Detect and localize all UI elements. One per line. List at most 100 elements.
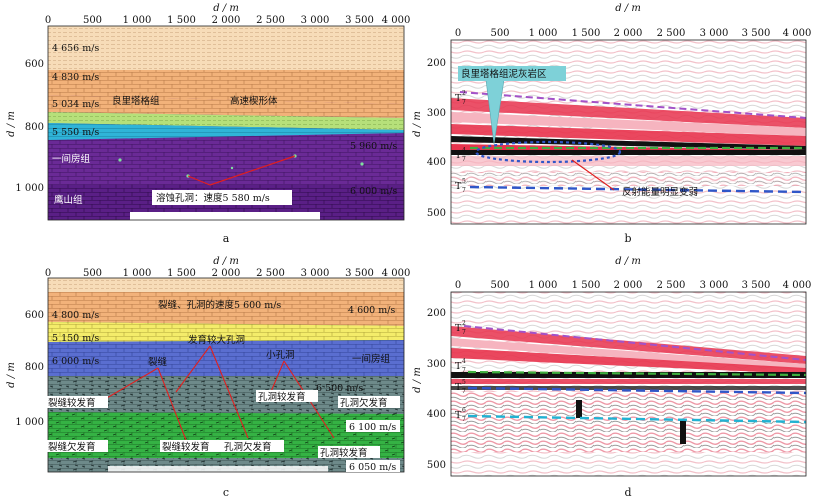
b-ytick-200: 200 [427,58,446,69]
b-ytick-500: 500 [427,208,446,219]
b-horizon-t72 [459,91,806,119]
a-layer-cyan [48,123,404,140]
a-v4: 5 550 m/s [52,127,99,138]
svg-text:5: 5 [462,178,466,185]
a-karst-pointers [187,155,296,186]
a-xtick-2500: 2 500 [256,15,285,26]
a-v1: 4 656 m/s [52,43,99,54]
b-note-pointer [571,159,615,191]
b-xtick-2500: 2 500 [657,28,686,39]
c-bottom-bar [108,466,328,472]
d-xtick-1000: 1 000 [529,280,558,291]
svg-text:7: 7 [462,416,466,423]
a-v2: 4 830 m/s [52,72,99,83]
b-label-t74: T 7 4 [455,147,466,163]
svg-text:4: 4 [462,147,466,154]
c-frac-dev2-bg [160,440,222,452]
b-xtick-1500: 1 500 [572,28,601,39]
panel-a-model [48,26,404,220]
a-xtick-1000: 1 000 [123,15,152,26]
d-red-band-1 [451,326,806,364]
d-xtick-500: 500 [490,280,509,291]
c-layer-4800 [48,292,404,326]
d-xtick-3500: 3 500 [742,280,771,291]
panel-d-x-unit: d / m [615,256,641,267]
c-frac-undev: 裂缝欠发育 [48,441,96,453]
panel-d-seismic [451,292,806,476]
svg-text:2: 2 [462,320,466,327]
d-anomaly-2 [680,420,686,444]
panel-b: d / m 0 500 1 000 1 500 2 000 2 500 3 00… [412,3,811,245]
a-bottom-bar [130,212,320,220]
c-cave-undev-bg [338,396,400,408]
d-noise-2 [451,392,806,452]
b-callout: 良里塔格组泥灰岩区 [461,68,547,80]
svg-text:7: 7 [462,99,466,106]
d-xtick-0: 0 [455,280,461,291]
c-layer-6000 [48,340,404,376]
a-layer-5034 [48,95,404,118]
c-v-top-note: 裂缝、孔洞的速度5 600 m/s [158,299,281,311]
b-pink-band-1 [451,112,806,136]
c-yijianfang: 一间房组 [352,353,391,365]
b-noise-2 [451,172,806,186]
a-xtick-3000: 3 000 [301,15,330,26]
b-dotted-zone [474,140,622,164]
c-xtick-1000: 1 000 [123,268,152,279]
caption-b: b [624,232,631,245]
c-v2: 5 150 m/s [52,333,99,344]
d-xtick-1500: 1 500 [572,280,601,291]
c-cave-dev: 孔洞较发育 [258,391,306,403]
c-ytick-1000: 1 000 [15,417,44,428]
a-yingshan: 鹰山组 [54,194,83,206]
c-frac-undev-bg [46,440,108,452]
c-xtick-2500: 2 500 [256,268,285,279]
d-ytick-400: 400 [427,409,446,420]
c-frac-dev: 裂缝较发育 [48,397,96,409]
panel-c: d / m 0 500 1 000 1 500 2 000 2 500 3 00… [6,256,410,499]
panel-a-y-unit: d / m [6,111,17,137]
d-ytick-200: 200 [427,308,446,319]
a-karst-label-bg [152,190,292,205]
b-callout-box [458,66,566,81]
b-ytick-300: 300 [427,108,446,119]
c-ytick-600: 600 [25,310,44,321]
c-xtick-3000: 3 000 [301,268,330,279]
c-layer-5150 [48,322,404,342]
b-xtick-3000: 3 000 [700,28,729,39]
d-label-t75: T 7 5 [455,379,466,395]
b-pink-band-2 [451,156,806,166]
panel-c-model [48,278,404,472]
svg-text:5: 5 [462,379,466,386]
b-xtick-1000: 1 000 [529,28,558,39]
b-label-t72: T 7 2 [455,90,466,106]
c-xtick-2000: 2 000 [212,268,241,279]
b-red-band-2 [451,124,806,146]
svg-text:T: T [455,181,462,192]
c-fracture: 裂缝 [148,356,168,368]
a-layer-green [48,112,404,130]
a-xtick-3500: 3 500 [345,15,374,26]
svg-text:T: T [455,382,462,393]
a-ytick-600: 600 [25,59,44,70]
c-v-top: 4 800 m/s [52,310,99,321]
c-layer-top [48,278,404,292]
d-label-t76: T 7 6 [455,407,466,423]
svg-text:4: 4 [462,358,466,365]
panel-d-y-unit: d / m [412,367,423,393]
c-cave-dev-bg [256,390,318,402]
b-xtick-4000: 4 000 [783,28,812,39]
b-black-band-1 [451,136,806,150]
panel-d: d / m 0 500 1 000 1 500 2 000 2 500 3 00… [412,256,811,499]
panel-c-y-unit: d / m [6,362,17,388]
b-xtick-500: 500 [490,28,509,39]
svg-text:T: T [455,361,462,372]
c-cave-undev2: 孔洞欠发育 [224,441,272,453]
a-xtick-2000: 2 000 [212,15,241,26]
d-ytick-500: 500 [427,460,446,471]
svg-text:6: 6 [462,407,466,414]
b-ytick-400: 400 [427,157,446,168]
c-v-mid-right: 6 500 m/s [316,383,363,394]
b-label-t75: T 7 5 [455,178,466,194]
